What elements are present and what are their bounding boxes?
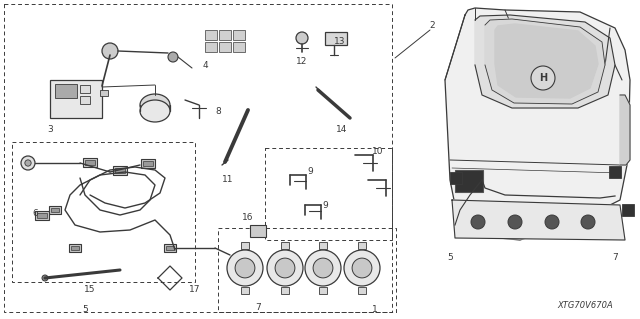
Bar (113, 166, 127, 175)
Text: 12: 12 (296, 57, 308, 66)
Bar (205, 30, 217, 40)
Circle shape (352, 258, 372, 278)
Circle shape (168, 52, 178, 62)
Circle shape (227, 250, 263, 286)
Polygon shape (475, 15, 615, 108)
Circle shape (313, 258, 333, 278)
Bar (281, 242, 289, 249)
Bar (100, 90, 108, 96)
Text: 10: 10 (372, 147, 384, 157)
Bar (219, 30, 231, 40)
Polygon shape (495, 24, 598, 98)
Bar (166, 246, 174, 250)
Bar (510, 205, 570, 223)
Bar (83, 158, 97, 167)
Polygon shape (452, 200, 625, 240)
Bar (115, 168, 125, 173)
Circle shape (508, 215, 522, 229)
Circle shape (305, 250, 341, 286)
Text: 1: 1 (372, 306, 378, 315)
Circle shape (102, 43, 118, 59)
Bar (50, 80, 102, 118)
Circle shape (235, 258, 255, 278)
Bar (233, 42, 245, 52)
Bar (319, 242, 327, 249)
Text: 2: 2 (429, 21, 435, 31)
Bar (233, 30, 245, 40)
Bar (358, 242, 366, 249)
Bar (281, 287, 289, 294)
Bar (205, 42, 217, 52)
Text: 6: 6 (32, 209, 38, 218)
Text: 9: 9 (322, 201, 328, 210)
Bar (85, 160, 95, 165)
Bar (219, 42, 231, 52)
Bar (250, 225, 266, 237)
Bar (35, 211, 49, 220)
Text: 8: 8 (215, 108, 221, 116)
Bar (51, 208, 59, 212)
Bar (80, 85, 90, 93)
Bar (241, 287, 249, 294)
Circle shape (267, 250, 303, 286)
Text: 15: 15 (84, 286, 96, 294)
Text: 4: 4 (202, 61, 208, 70)
Text: 5: 5 (447, 254, 453, 263)
Circle shape (296, 32, 308, 44)
Bar (143, 161, 153, 166)
Text: 14: 14 (336, 125, 348, 135)
Text: XTG70V670A: XTG70V670A (557, 301, 613, 310)
Bar (218, 228, 396, 312)
Bar (4, 4, 392, 312)
Polygon shape (485, 19, 605, 104)
Bar (609, 166, 621, 178)
Bar (80, 96, 90, 104)
Circle shape (545, 215, 559, 229)
Ellipse shape (140, 94, 170, 116)
Ellipse shape (140, 100, 170, 122)
Bar (37, 213, 47, 218)
Text: 7: 7 (255, 303, 261, 313)
Text: 16: 16 (243, 213, 253, 222)
Bar (55, 84, 77, 98)
Text: 5: 5 (82, 306, 88, 315)
Bar (455, 170, 483, 192)
Circle shape (21, 156, 35, 170)
Bar (241, 242, 249, 249)
Circle shape (531, 66, 555, 90)
Circle shape (344, 250, 380, 286)
Bar (69, 244, 81, 252)
Circle shape (471, 215, 485, 229)
Bar (450, 172, 462, 184)
Text: 3: 3 (47, 125, 53, 135)
Text: 17: 17 (189, 286, 201, 294)
Text: 11: 11 (222, 175, 234, 184)
Polygon shape (445, 8, 630, 240)
Bar (622, 204, 634, 216)
Bar (141, 159, 155, 168)
Bar (265, 148, 392, 240)
Bar (164, 244, 176, 252)
Bar (71, 246, 79, 250)
Polygon shape (620, 95, 630, 165)
Text: 7: 7 (612, 254, 618, 263)
Circle shape (581, 215, 595, 229)
Circle shape (275, 258, 295, 278)
Text: H: H (539, 73, 547, 83)
Bar (319, 287, 327, 294)
Circle shape (25, 160, 31, 166)
Bar (325, 32, 347, 45)
Bar (49, 206, 61, 214)
Bar (358, 287, 366, 294)
Text: 9: 9 (307, 167, 313, 176)
Text: 13: 13 (334, 38, 346, 47)
Bar (12, 142, 195, 282)
Circle shape (42, 275, 48, 281)
